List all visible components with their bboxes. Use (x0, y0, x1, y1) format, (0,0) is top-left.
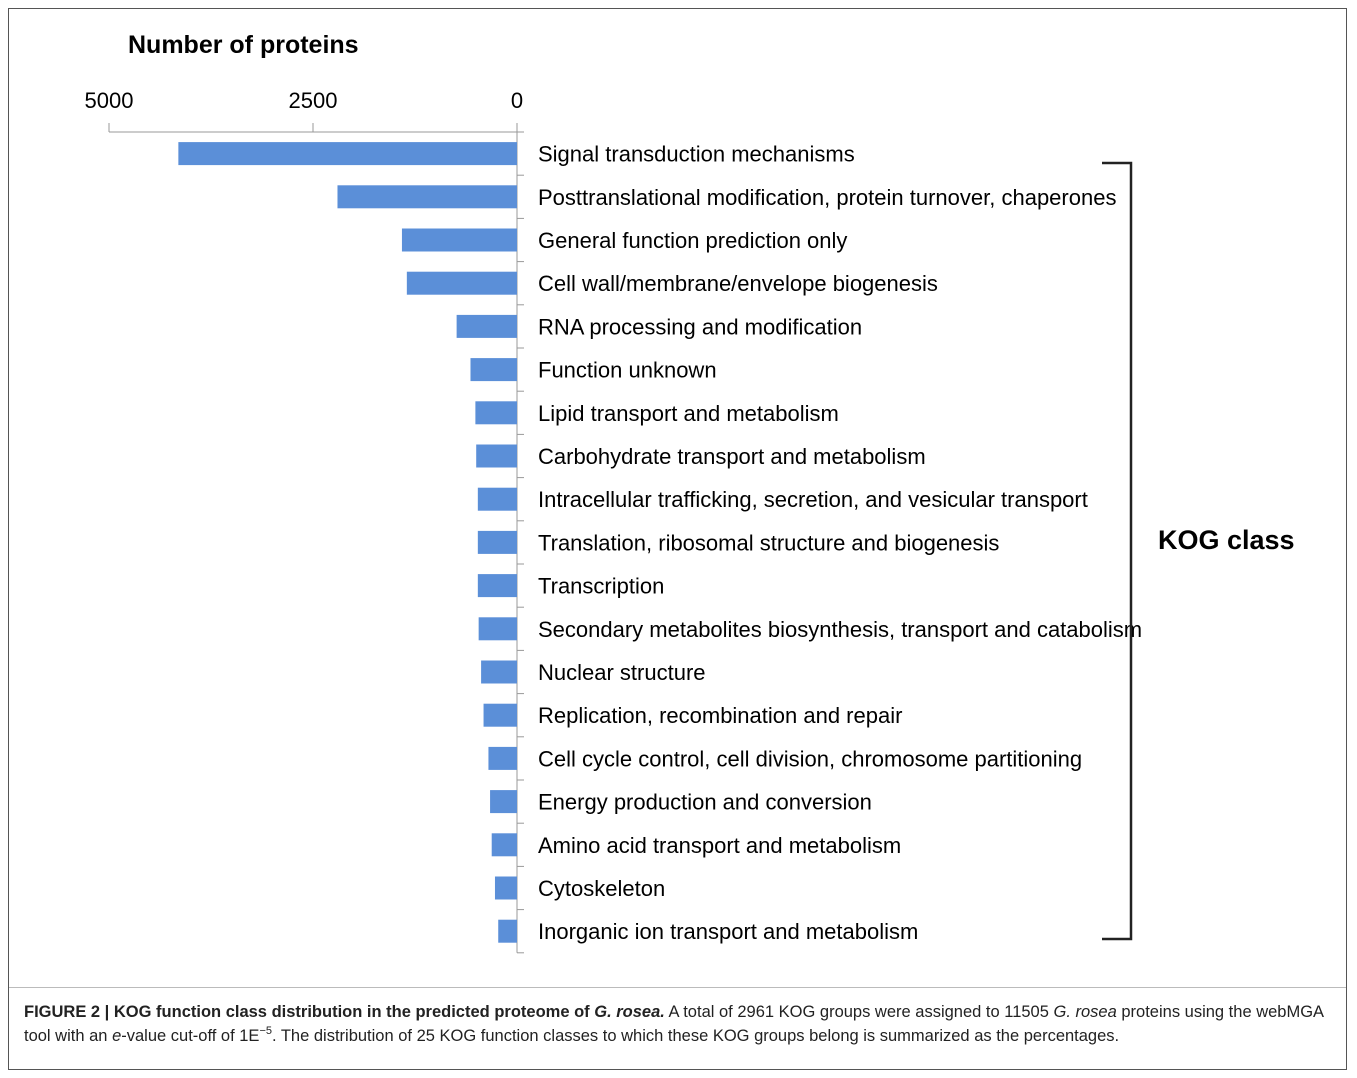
kog-class-label: KOG class (1158, 525, 1295, 555)
caption-text-1: A total of 2961 KOG groups were assigned… (664, 1003, 1054, 1021)
bar (490, 790, 517, 814)
category-label: Intracellular trafficking, secretion, an… (538, 487, 1088, 512)
category-label: Replication, recombination and repair (538, 703, 902, 728)
bars (178, 142, 518, 943)
caption-text-4: . The distribution of 25 KOG function cl… (271, 1027, 1120, 1045)
category-label: Secondary metabolites biosynthesis, tran… (538, 617, 1142, 642)
x-axis-title: Number of proteins (128, 31, 359, 59)
bar (401, 228, 517, 252)
caption-species: G. rosea (1053, 1003, 1117, 1021)
category-labels: Signal transduction mechanisms Posttransl… (538, 142, 1142, 945)
category-label: Nuclear structure (538, 660, 706, 685)
caption-lead: FIGURE 2 | KOG function class distributi… (24, 1003, 665, 1021)
category-label: Cytoskeleton (538, 876, 665, 901)
bar (477, 574, 517, 598)
bar (477, 487, 517, 511)
bar (488, 746, 517, 770)
x-axis: 5000 2500 0 (85, 88, 524, 954)
category-label: Cell wall/membrane/envelope biogenesis (538, 271, 938, 296)
bar (494, 876, 517, 900)
category-label: Inorganic ion transport and metabolism (538, 919, 918, 944)
category-label: General function prediction only (538, 228, 847, 253)
category-label: Amino acid transport and metabolism (538, 833, 901, 858)
bar (456, 314, 517, 338)
caption-text-3: -value cut-off of 1E (121, 1027, 260, 1045)
bar (477, 530, 517, 554)
category-label: Energy production and conversion (538, 790, 872, 815)
bar (178, 142, 518, 166)
bar (470, 358, 517, 382)
category-label: Lipid transport and metabolism (538, 401, 839, 426)
category-label: RNA processing and modification (538, 314, 862, 339)
kog-class-bracket (1102, 161, 1133, 941)
bar (337, 185, 517, 209)
bar (478, 617, 517, 641)
x-tick-label: 5000 (85, 88, 134, 113)
category-label: Carbohydrate transport and metabolism (538, 444, 926, 469)
category-label: Function unknown (538, 358, 717, 383)
bar (481, 660, 517, 684)
bar (406, 271, 517, 295)
x-tick-label: 2500 (289, 88, 338, 113)
caption-lead-species: G. rosea. (594, 1003, 665, 1021)
category-label: Posttranslational modification, protein … (538, 185, 1116, 210)
bar (483, 703, 517, 727)
figure-caption: FIGURE 2 | KOG function class distributi… (24, 1000, 1324, 1050)
category-label: Signal transduction mechanisms (538, 142, 855, 167)
category-label: Transcription (538, 574, 664, 599)
category-label: Cell cycle control, cell division, chrom… (538, 746, 1082, 771)
bar (491, 833, 517, 857)
caption-evalue: e (112, 1027, 122, 1045)
caption-divider (9, 987, 1346, 988)
kog-bar-chart: Number of proteins 5000 2500 0 Signal tran… (85, 31, 1295, 954)
x-tick-label: 0 (511, 88, 523, 113)
caption-text-2: proteins using the webMGA tool with an (24, 1003, 1324, 1045)
bar (475, 401, 517, 425)
caption-superscript: −5 (259, 1025, 272, 1037)
category-label: Translation, ribosomal structure and bio… (538, 530, 999, 555)
figure-frame (8, 8, 1347, 1070)
bar (498, 919, 517, 943)
bar (476, 444, 517, 468)
caption-lead-text: FIGURE 2 | KOG function class distributi… (24, 1003, 595, 1021)
